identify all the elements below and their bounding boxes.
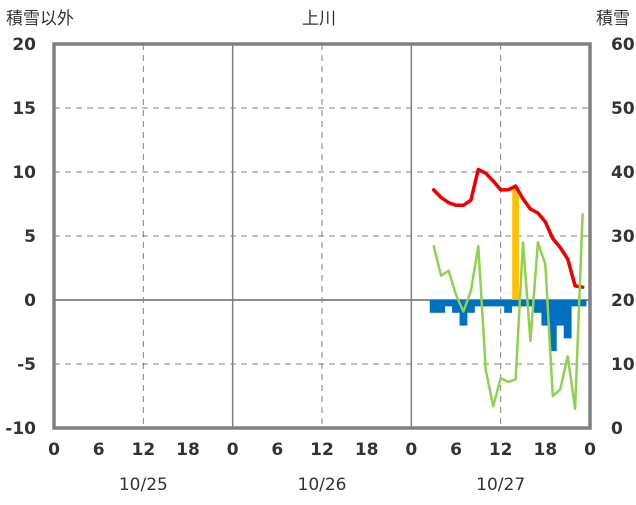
date-label: 10/25 xyxy=(119,475,168,495)
snow_change-bar xyxy=(496,300,505,307)
right-tick-label: 20 xyxy=(611,291,635,311)
x-tick-label: 6 xyxy=(93,440,105,460)
snow_change-bar xyxy=(459,300,468,326)
x-tick-label: 12 xyxy=(131,440,155,460)
right-tick-label: 60 xyxy=(611,35,635,55)
x-tick-label: 18 xyxy=(533,440,557,460)
snow_change-bar xyxy=(429,300,438,313)
grid-lines xyxy=(54,44,590,428)
precipitation-bar xyxy=(512,187,519,300)
left-tick-label: 20 xyxy=(12,35,36,55)
snow_change-bar xyxy=(466,300,475,313)
x-tick-label: 0 xyxy=(584,440,596,460)
plot-frame xyxy=(52,42,592,430)
humidity-line xyxy=(432,212,584,411)
snow_change-bar xyxy=(541,300,550,326)
line-layer xyxy=(431,167,585,430)
bar-layer xyxy=(429,187,587,352)
snow_change-bar xyxy=(563,300,572,339)
snow_change-bar xyxy=(474,300,483,307)
snow_change-bar xyxy=(548,300,557,352)
temperature-line xyxy=(431,167,585,289)
left-tick-label: 5 xyxy=(24,227,36,247)
left-axis-label: 積雪以外 xyxy=(6,9,74,29)
snow_change-bar xyxy=(437,300,446,313)
snow_change-bar xyxy=(489,300,498,307)
x-tick-label: 6 xyxy=(450,440,462,460)
snow_change-bar xyxy=(481,300,490,307)
snow_change-bar xyxy=(578,300,587,307)
chart-title: 上川 xyxy=(302,9,336,29)
right-tick-label: 50 xyxy=(611,99,635,119)
x-tick-label: 12 xyxy=(489,440,513,460)
date-label: 10/26 xyxy=(298,475,347,495)
x-tick-label: 18 xyxy=(355,440,379,460)
right-tick-label: 40 xyxy=(611,163,635,183)
left-tick-label: 0 xyxy=(24,291,36,311)
right-axis-label: 積雪 xyxy=(596,9,630,29)
snow_change-bar xyxy=(519,300,527,307)
right-tick-label: 30 xyxy=(611,227,635,247)
snow_change-bar xyxy=(444,300,453,307)
x-tick-label: 6 xyxy=(271,440,283,460)
right-tick-label: 0 xyxy=(611,419,623,439)
snow_change-bar xyxy=(504,300,513,313)
x-tick-label: 0 xyxy=(48,440,60,460)
left-tick-label: -10 xyxy=(5,419,36,439)
left-tick-label: 15 xyxy=(12,99,36,119)
snow_change-bar xyxy=(533,300,542,313)
snow_change-bar xyxy=(511,300,520,307)
left-tick-label: -5 xyxy=(17,355,36,375)
right-tick-label: 10 xyxy=(611,355,635,375)
x-tick-label: 12 xyxy=(310,440,334,460)
snow_change-bar xyxy=(556,300,565,326)
snow_change-bar xyxy=(526,300,535,307)
snow_change-bar xyxy=(452,300,460,313)
x-tick-label: 0 xyxy=(405,440,417,460)
snow_change-bar xyxy=(571,300,580,307)
x-tick-label: 18 xyxy=(176,440,200,460)
x-tick-label: 0 xyxy=(227,440,239,460)
plot-border xyxy=(52,42,592,430)
date-label: 10/27 xyxy=(476,475,525,495)
left-tick-label: 10 xyxy=(12,163,36,183)
